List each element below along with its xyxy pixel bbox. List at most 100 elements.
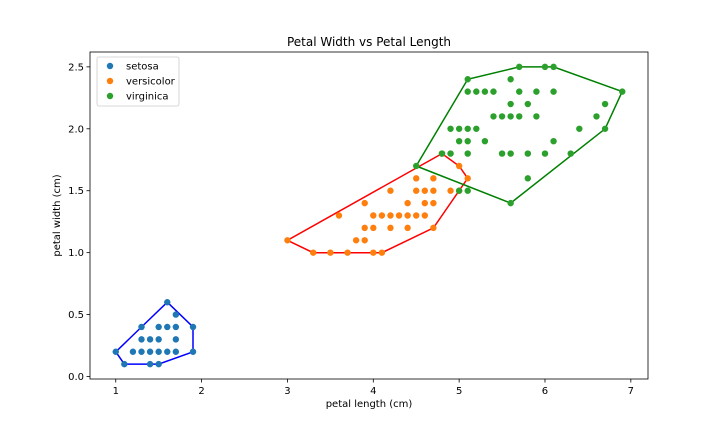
point-versicolor xyxy=(421,187,428,194)
point-versicolor xyxy=(378,249,386,256)
legend-marker-versicolor xyxy=(106,77,114,85)
point-setosa xyxy=(172,311,180,318)
point-virginica xyxy=(413,162,420,170)
point-versicolor xyxy=(464,175,471,182)
hull-setosa xyxy=(114,301,194,365)
point-versicolor xyxy=(387,187,394,194)
point-versicolor xyxy=(361,237,368,244)
y-tick-label: 0.5 xyxy=(68,310,84,321)
point-versicolor xyxy=(310,249,317,256)
point-virginica xyxy=(447,125,454,132)
point-virginica xyxy=(524,175,532,182)
axes-frame xyxy=(89,51,649,380)
point-versicolor xyxy=(447,187,454,194)
point-setosa xyxy=(155,336,162,343)
point-virginica xyxy=(541,150,549,157)
point-versicolor xyxy=(430,175,437,182)
x-axis-label: petal length (cm) xyxy=(326,399,413,410)
point-virginica xyxy=(576,125,583,132)
point-setosa xyxy=(164,299,171,306)
data-points xyxy=(112,63,626,368)
y-axis-ticks: 0.0 0.5 1.0 1.5 2.0 2.5 xyxy=(68,62,90,383)
point-virginica xyxy=(507,100,514,108)
point-virginica xyxy=(464,88,471,95)
legend-label-versicolor: versicolor xyxy=(126,77,176,88)
plot-area xyxy=(112,63,626,368)
point-versicolor xyxy=(370,249,377,256)
convex-hulls xyxy=(113,64,625,367)
point-versicolor xyxy=(361,199,368,207)
point-versicolor xyxy=(430,224,437,232)
y-axis-label: petal width (cm) xyxy=(52,174,63,256)
point-virginica xyxy=(619,88,626,95)
point-virginica xyxy=(507,199,514,207)
point-virginica xyxy=(524,100,532,108)
point-virginica xyxy=(498,150,506,157)
point-virginica xyxy=(601,125,609,132)
point-versicolor xyxy=(395,212,403,219)
point-setosa xyxy=(138,323,145,331)
point-setosa xyxy=(172,336,180,343)
hull-virginica xyxy=(415,66,624,204)
point-setosa xyxy=(112,348,119,355)
x-tick-label: 4 xyxy=(370,386,376,397)
point-setosa xyxy=(172,323,180,331)
point-versicolor xyxy=(344,249,351,256)
point-setosa xyxy=(146,336,154,343)
point-virginica xyxy=(507,150,514,157)
point-versicolor xyxy=(413,175,420,182)
point-versicolor xyxy=(352,237,360,244)
point-versicolor xyxy=(455,162,463,170)
y-tick-label: 2.5 xyxy=(68,62,84,73)
x-tick-label: 3 xyxy=(284,386,290,397)
x-tick-label: 6 xyxy=(542,386,548,397)
point-virginica xyxy=(438,150,446,157)
point-virginica xyxy=(516,88,523,95)
point-setosa xyxy=(164,348,171,355)
point-virginica xyxy=(481,88,489,95)
point-virginica xyxy=(464,125,471,132)
point-virginica xyxy=(541,63,549,71)
point-setosa xyxy=(155,323,162,331)
point-versicolor xyxy=(361,224,368,232)
point-virginica xyxy=(455,125,463,132)
point-virginica xyxy=(550,63,557,71)
point-virginica xyxy=(507,76,514,83)
point-versicolor xyxy=(421,212,428,219)
chart-title: Petal Width vs Petal Length xyxy=(287,35,451,49)
point-versicolor xyxy=(327,249,334,256)
x-tick-label: 1 xyxy=(113,386,119,397)
point-virginica xyxy=(447,150,454,157)
point-virginica xyxy=(455,137,463,145)
y-tick-label: 0.0 xyxy=(68,372,84,383)
point-setosa xyxy=(164,323,171,331)
point-virginica xyxy=(481,137,489,145)
point-virginica xyxy=(464,137,471,145)
point-setosa xyxy=(172,348,180,355)
x-tick-label: 7 xyxy=(628,386,634,397)
legend-box xyxy=(96,56,180,107)
point-virginica xyxy=(516,113,523,120)
point-setosa xyxy=(189,348,197,355)
point-versicolor xyxy=(413,187,420,194)
point-versicolor xyxy=(284,237,291,244)
point-versicolor xyxy=(387,224,394,232)
point-virginica xyxy=(524,150,532,157)
legend-label-setosa: setosa xyxy=(126,62,159,73)
point-versicolor xyxy=(378,212,386,219)
point-virginica xyxy=(473,88,480,95)
point-virginica xyxy=(490,113,497,120)
point-virginica xyxy=(464,150,471,157)
point-setosa xyxy=(138,348,145,355)
point-versicolor xyxy=(404,199,411,207)
point-virginica xyxy=(533,113,540,120)
point-virginica xyxy=(567,150,574,157)
x-axis-ticks: 1 2 3 4 5 6 7 xyxy=(113,379,634,397)
point-versicolor xyxy=(387,212,394,219)
y-tick-label: 1.0 xyxy=(68,248,84,259)
legend: setosa versicolor virginica xyxy=(96,56,180,107)
point-virginica xyxy=(464,187,471,194)
x-tick-label: 2 xyxy=(198,386,204,397)
point-virginica xyxy=(601,100,609,108)
